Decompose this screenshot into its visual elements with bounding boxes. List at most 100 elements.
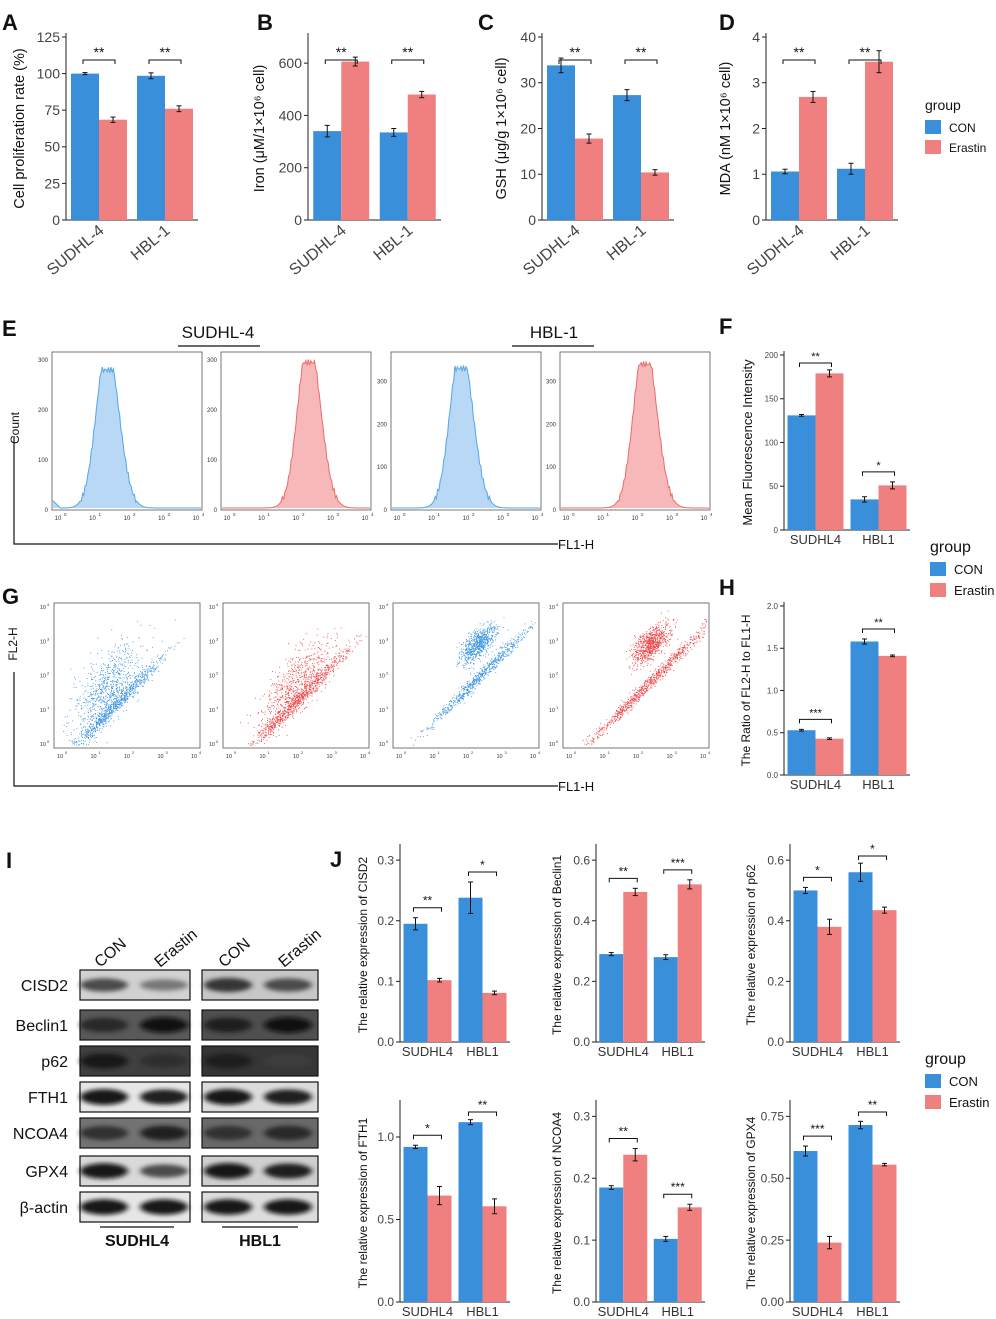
scatter-point [478, 645, 480, 647]
scatter-point [296, 711, 297, 713]
scatter-point [109, 716, 111, 718]
scatter-point [280, 720, 282, 722]
scatter-point [295, 690, 297, 692]
scatter-point [488, 669, 490, 671]
scatter-point [298, 694, 300, 696]
scatter-point [465, 689, 467, 691]
scatter-point [487, 642, 489, 644]
scatter-point [261, 710, 263, 712]
scatter-point [105, 712, 107, 714]
scatter-point [492, 640, 494, 642]
scatter-point [652, 633, 654, 635]
scatter-point [417, 736, 419, 738]
scatter-point [161, 640, 163, 642]
scatter-point [115, 709, 117, 710]
scatter-point [336, 664, 338, 666]
scatter-point [308, 691, 310, 693]
scatter-point [124, 695, 126, 697]
scatter-point [665, 624, 667, 626]
scatter-point [99, 709, 101, 711]
scatter-point [116, 684, 117, 686]
scatter-point [318, 661, 320, 663]
scatter-point [474, 640, 476, 641]
y-axis-title: The relative expression of NCOA4 [550, 1112, 564, 1294]
scatter-point [473, 645, 475, 647]
scatter-point [313, 659, 315, 661]
scatter-point [643, 655, 645, 657]
scatter-point [105, 720, 107, 721]
scatter-point [479, 644, 481, 645]
scatter-point [309, 681, 310, 683]
scatter-point [126, 695, 128, 697]
scatter-point [96, 723, 98, 725]
scatter-point [272, 718, 274, 719]
scatter-point [75, 708, 77, 710]
scatter-point [257, 730, 259, 732]
scatter-point [124, 700, 126, 702]
scatter-point [116, 690, 118, 692]
hist-x-tick-exp: 2 [302, 512, 305, 517]
scatter-point [297, 671, 299, 673]
scatter-point [492, 645, 493, 647]
scatter-point [169, 648, 171, 649]
scatter-point [465, 649, 467, 651]
scatter-point [268, 728, 270, 730]
scatter-point [97, 700, 99, 702]
scatter-point [114, 665, 116, 667]
scatter-point [306, 677, 308, 679]
scatter-point [109, 695, 111, 697]
scatter-point [493, 631, 495, 633]
scatter-point [117, 692, 119, 694]
scatter-point [117, 679, 118, 680]
scatter-point [281, 697, 283, 699]
scatter-point [333, 671, 334, 673]
scatter-point [296, 697, 298, 699]
scatter-point [473, 636, 475, 638]
scatter-point [487, 641, 489, 643]
scatter-point [300, 677, 302, 678]
scatter-point [482, 671, 484, 673]
scatter-point [491, 667, 493, 669]
scatter-point [316, 679, 318, 681]
scatter-point [463, 693, 465, 695]
scatter-point [468, 643, 470, 645]
scatter-point [127, 692, 129, 694]
scatter-point [468, 653, 470, 655]
scatter-point [150, 661, 152, 663]
scatter-point [442, 707, 444, 709]
scatter-point [129, 690, 131, 692]
y-tick-label: 0 [52, 212, 60, 228]
scatter-point [315, 687, 317, 689]
scatter-point [291, 688, 292, 690]
scatter-point [308, 655, 310, 657]
scatter-point [427, 728, 429, 730]
scatter-point [258, 737, 260, 738]
scatter-point [493, 669, 495, 670]
scatter-point [426, 726, 428, 728]
scatter-point [128, 672, 130, 674]
scatter-point [112, 702, 114, 704]
scatter-point [304, 687, 306, 689]
scatter-point [305, 695, 307, 697]
scatter-point [335, 646, 337, 648]
scatter-point [300, 701, 302, 703]
scatter-point [479, 668, 481, 669]
scatter-point [141, 677, 143, 679]
scatter-point [287, 710, 289, 711]
scatter-point [102, 710, 104, 712]
scatter-point [83, 733, 85, 735]
scatter-point [504, 652, 506, 654]
scatter-point [78, 737, 79, 739]
scatter-point [513, 645, 514, 647]
scatter-point [329, 670, 331, 672]
scatter-point [117, 706, 119, 708]
scatter-point [492, 660, 494, 662]
scatter-point [250, 715, 251, 716]
scatter-point [276, 719, 278, 720]
scatter-point [487, 637, 489, 639]
y-tick-label: 0.2 [573, 1171, 590, 1185]
scatter-point [281, 718, 283, 719]
scatter-point [342, 651, 344, 653]
scatter-point [306, 690, 307, 691]
